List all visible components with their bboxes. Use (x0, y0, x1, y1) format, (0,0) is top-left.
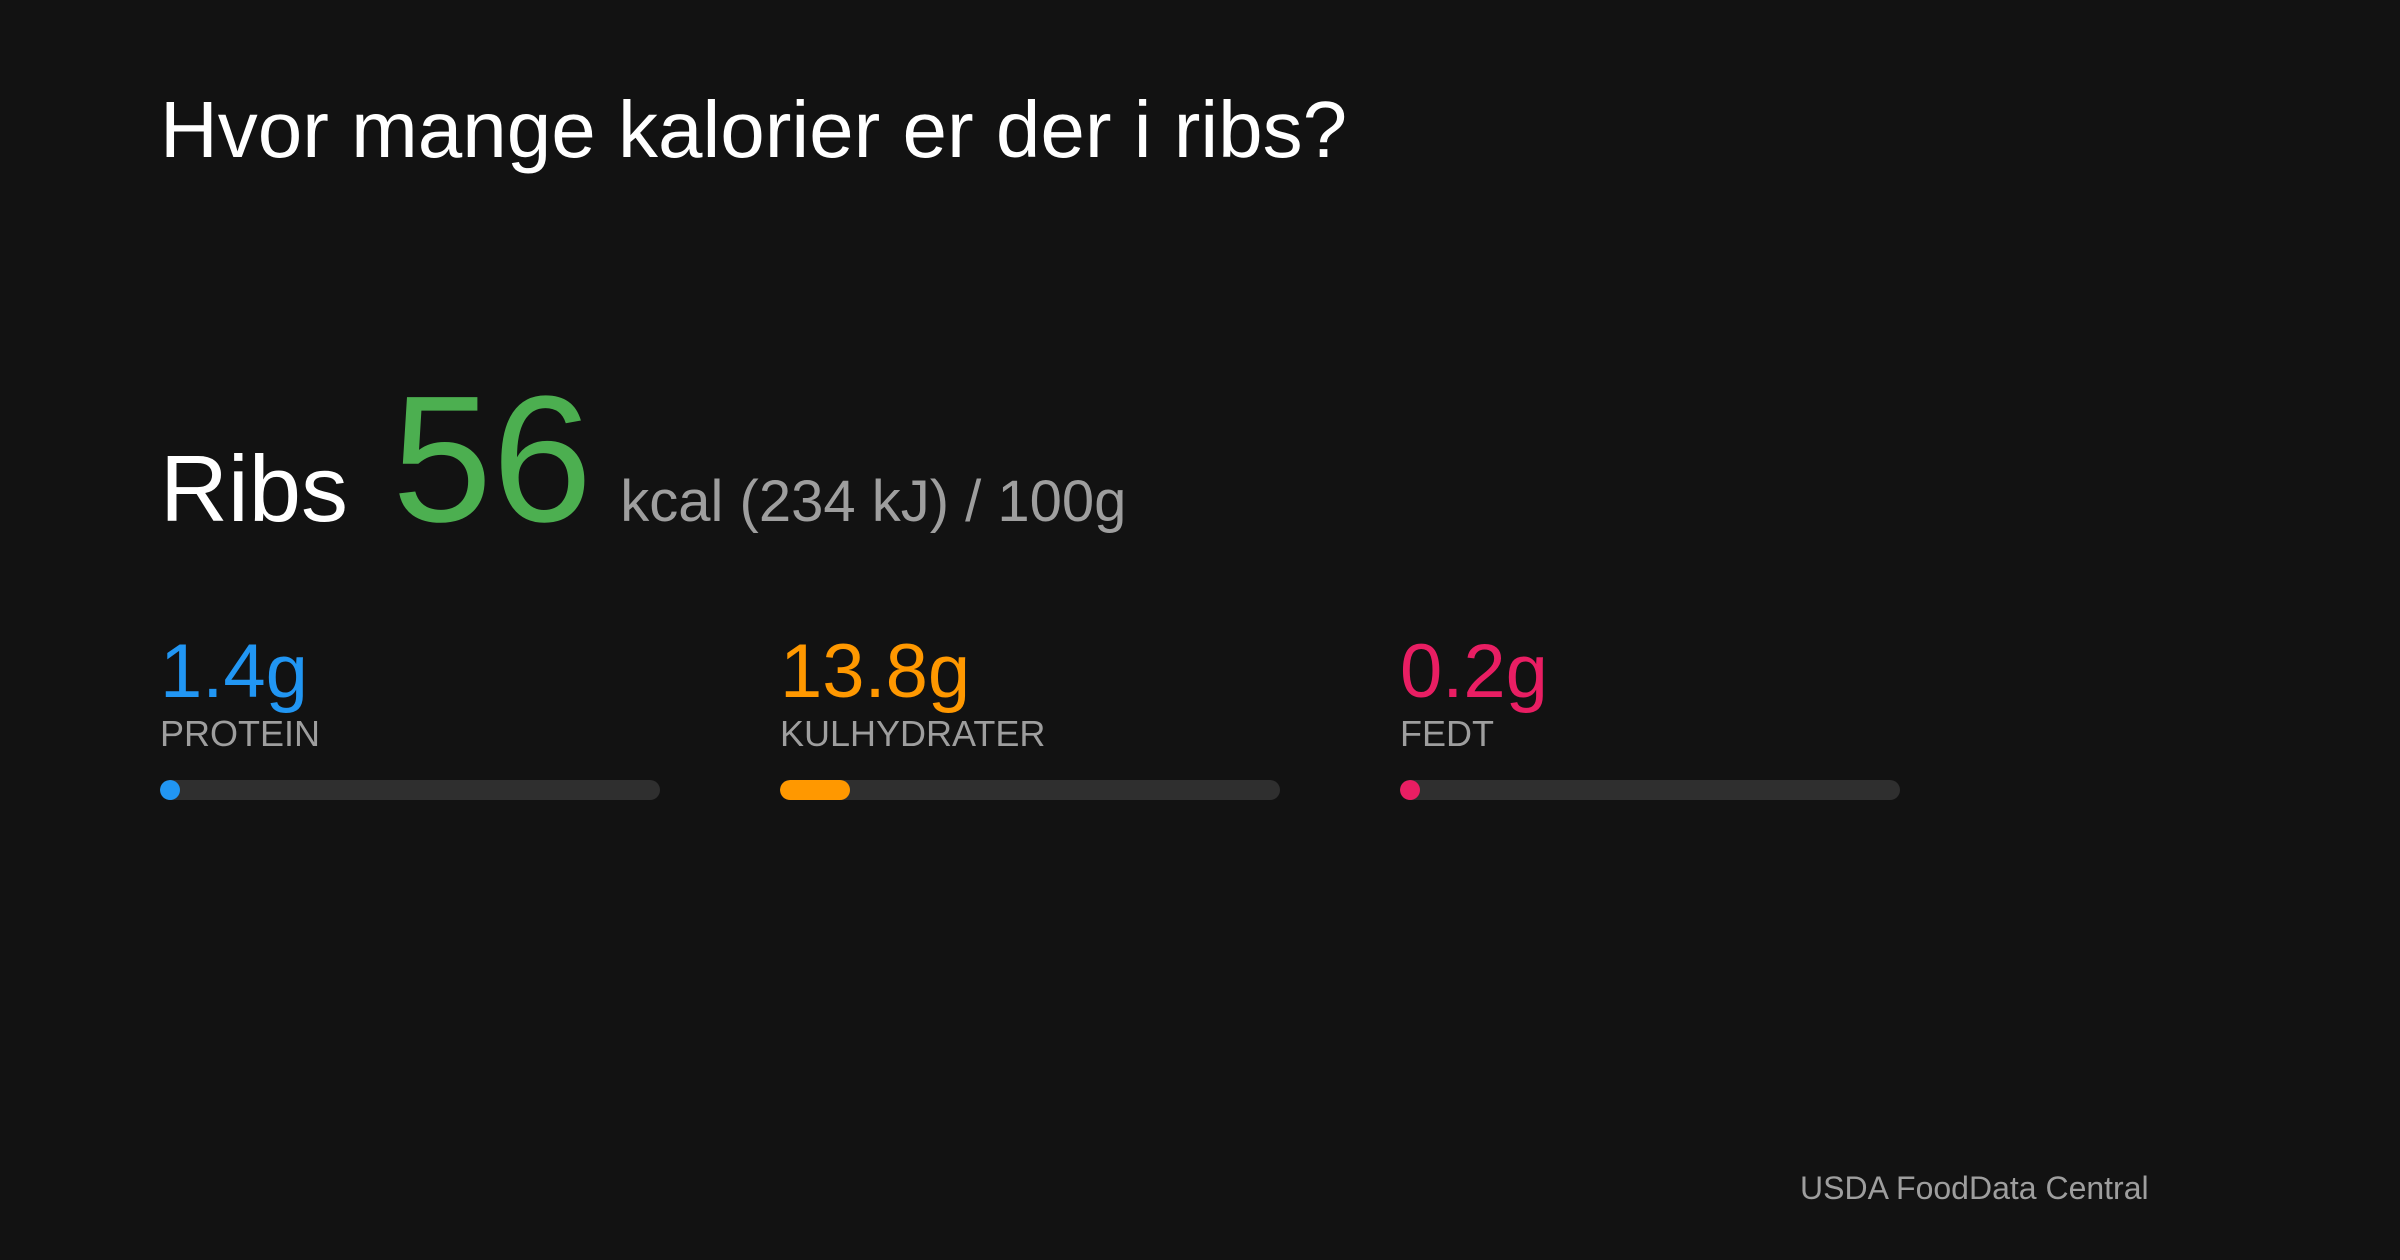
macro-label: KULHYDRATER (780, 713, 1046, 754)
macro-label: PROTEIN (160, 713, 321, 754)
food-name: Ribs (160, 436, 349, 541)
macro-value: 0.2g (1400, 629, 1548, 714)
macro-value: 1.4g (160, 629, 308, 714)
progress-track (1400, 780, 1900, 800)
macro-value: 13.8g (780, 629, 971, 714)
kcal-unit: kcal (234 kJ) / 100g (620, 469, 1127, 534)
source-credit: USDA FoodData Central (1800, 1170, 2149, 1206)
calorie-headline: Ribs 56 kcal (234 kJ) / 100g (160, 370, 1126, 570)
progress-fill (1400, 780, 1420, 800)
progress-fill (780, 780, 850, 800)
page-title: Hvor mange kalorier er der i ribs? (160, 85, 1348, 174)
progress-track (780, 780, 1280, 800)
kcal-value: 56 (392, 359, 593, 560)
progress-fill (160, 780, 180, 800)
macro-carbs: 13.8g KULHYDRATER (780, 629, 1280, 800)
macro-label: FEDT (1400, 713, 1494, 754)
progress-track (160, 780, 660, 800)
macro-protein: 1.4g PROTEIN (160, 629, 660, 800)
macro-fat: 0.2g FEDT (1400, 629, 1900, 800)
